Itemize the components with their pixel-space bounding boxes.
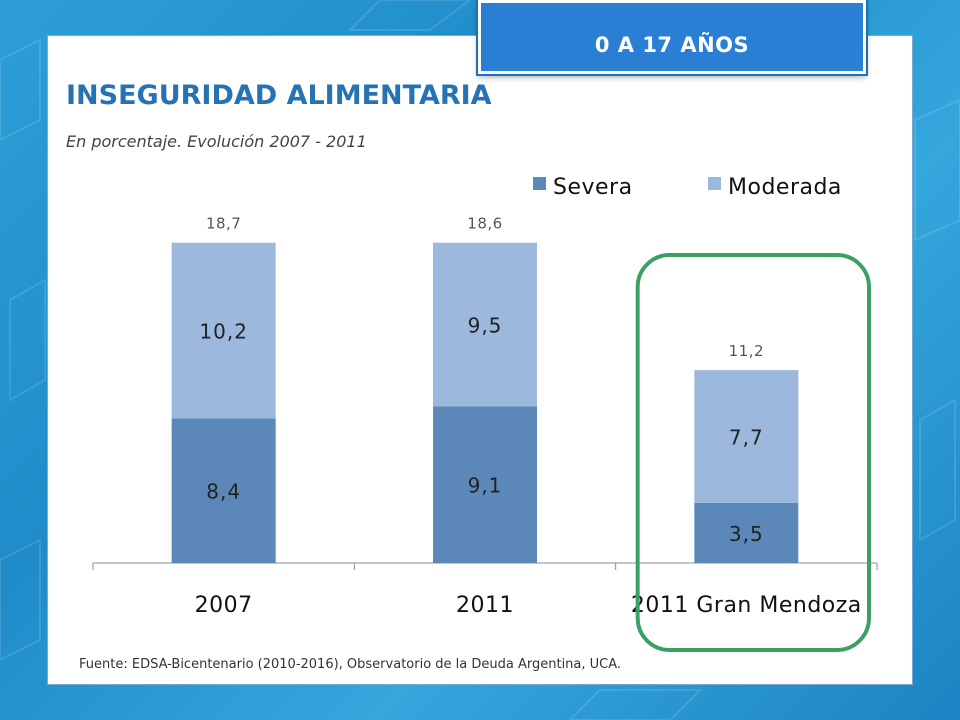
legend-label-moderada: Moderada — [728, 175, 842, 200]
bar-moderada — [694, 370, 799, 503]
age-range-badge: 0 A 17 AÑOS — [478, 0, 866, 74]
legend-swatch-moderada — [708, 177, 721, 190]
bar-total-label: 18,7 — [206, 215, 241, 233]
bar-severa — [694, 502, 799, 563]
bar-value-label: 9,1 — [468, 474, 503, 498]
bar-severa — [433, 406, 537, 563]
x-tick-label: 2011 — [456, 593, 514, 618]
bar-value-label: 3,5 — [729, 522, 764, 546]
bar-moderada — [433, 242, 537, 407]
slide-title: INSEGURIDAD ALIMENTARIA — [66, 80, 492, 111]
bar-severa — [171, 418, 276, 563]
age-range-label: 0 A 17 AÑOS — [594, 33, 750, 57]
bar-value-label: 8,4 — [206, 480, 241, 504]
highlight-box — [635, 253, 872, 652]
bar-value-label: 9,5 — [468, 314, 503, 338]
legend-label-severa: Severa — [553, 175, 633, 200]
bar-value-label: 7,7 — [729, 425, 764, 449]
bar-total-label: 11,2 — [729, 342, 764, 360]
source-note: Fuente: EDSA-Bicentenario (2010-2016), O… — [79, 657, 622, 672]
x-tick-label: 2011 Gran Mendoza — [631, 593, 862, 618]
x-tick-label: 2007 — [195, 593, 253, 618]
bar-total-label: 18,6 — [467, 215, 502, 233]
bar-value-label: 10,2 — [199, 320, 248, 344]
bar-moderada — [171, 242, 276, 419]
legend-swatch-severa — [533, 177, 546, 190]
slide-subtitle: En porcentaje. Evolución 2007 - 2011 — [66, 132, 367, 151]
